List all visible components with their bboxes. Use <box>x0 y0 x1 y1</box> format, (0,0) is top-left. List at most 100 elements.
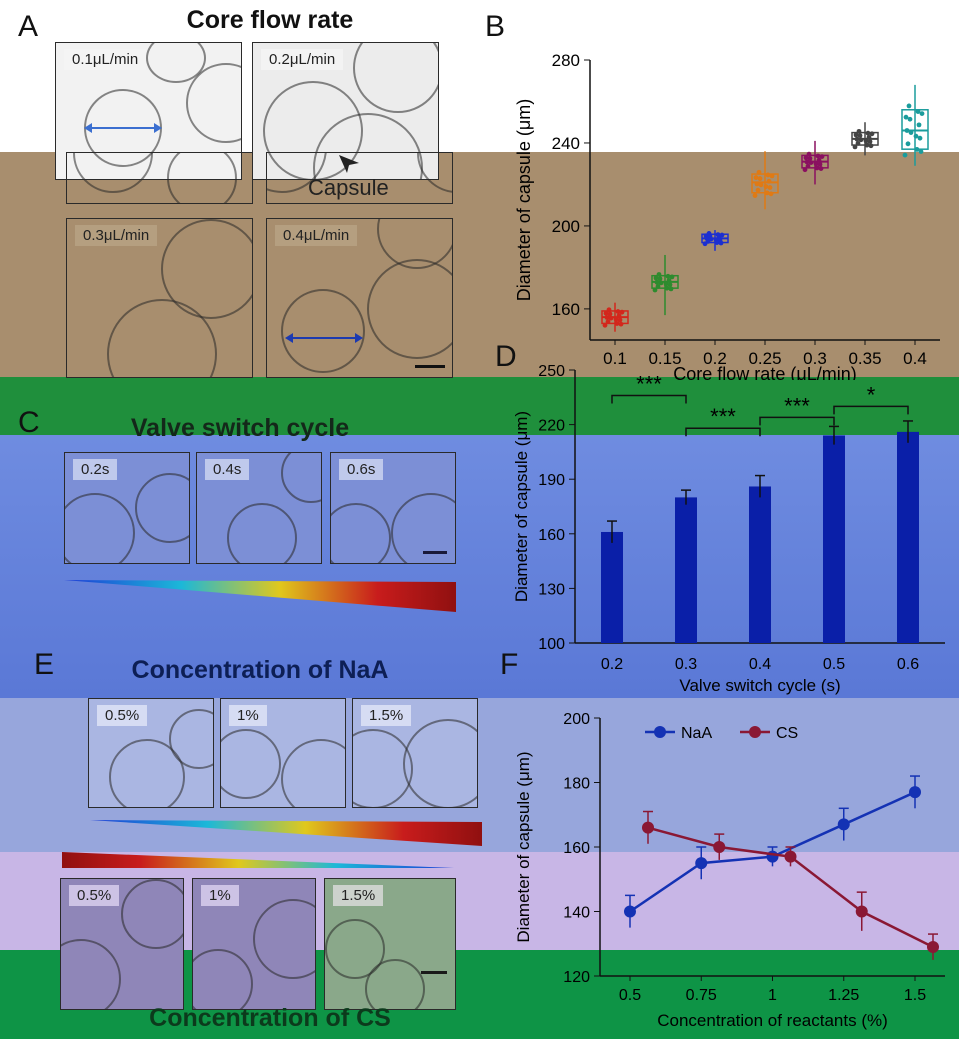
scatter-point <box>613 316 619 322</box>
chart-f: 120 140 160 180 200 0.5 0.75 1 1.25 1.5 NaA CS Diame… <box>514 711 945 1030</box>
scatter-point <box>719 232 725 238</box>
scatter-point <box>658 280 664 286</box>
scatter-point <box>708 236 714 242</box>
data-point <box>695 857 708 870</box>
x-tick-label: 0.35 <box>848 349 881 368</box>
scatter-point <box>818 166 824 171</box>
capsule-circle <box>253 899 315 979</box>
scatter-point <box>615 309 621 314</box>
scatter-point <box>668 286 674 292</box>
diameter-arrow <box>285 333 363 343</box>
series-line <box>647 826 934 949</box>
scatter-point <box>907 116 913 122</box>
scatter-point <box>606 307 612 313</box>
scatter-point <box>802 167 808 173</box>
x-axis-label: Concentration of reactants (%) <box>657 1011 888 1030</box>
scatter-point <box>906 103 912 109</box>
scatter-point <box>864 142 870 148</box>
x-tick-label: 0.1 <box>603 349 627 368</box>
capsule-circle <box>417 153 452 193</box>
scatter-point <box>604 315 610 320</box>
x-tick-label: 0.4 <box>903 349 927 368</box>
capsule-annotation: Capsule <box>308 175 389 200</box>
capsule-circle <box>121 879 183 949</box>
data-point <box>837 818 850 831</box>
tile-e-top-1: 0.5% <box>88 698 214 808</box>
scatter-point <box>808 160 814 166</box>
scatter-point <box>605 319 611 325</box>
scatter-point <box>854 136 860 142</box>
scatter-point <box>752 193 758 198</box>
tile-e-top-3: 1.5% <box>352 698 478 808</box>
capsule-circle <box>365 959 425 1009</box>
y-tick-label: 200 <box>552 217 580 236</box>
tile-c-2: 0.4s <box>196 452 322 564</box>
scale-bar <box>423 551 447 554</box>
x-tick-label: 1.25 <box>828 987 859 1004</box>
x-axis-label: Core flow rate (μL/min) <box>673 364 856 380</box>
chart-b: 160 200 240 280 0.1 0.15 0.2 0.25 0.3 0.35 0.4 Diam… <box>514 51 940 380</box>
bar <box>823 435 845 643</box>
scatter-point <box>618 321 624 327</box>
tile-label: 0.4μL/min <box>275 225 358 246</box>
scatter-point <box>917 135 923 141</box>
x-tick-label: 0.3 <box>675 656 697 673</box>
scatter-point <box>666 278 672 283</box>
scatter-point <box>669 274 675 280</box>
tile-label: 0.5% <box>69 885 120 906</box>
x-tick-label: 0.15 <box>648 349 681 368</box>
scatter-point <box>653 275 659 281</box>
scatter-point <box>765 172 771 178</box>
scatter-point <box>869 131 875 137</box>
tile-c-1: 0.2s <box>64 452 190 564</box>
scatter-point <box>865 130 871 136</box>
y-axis-label: Diameter of capsule (μm) <box>514 99 534 301</box>
x-tick-label: 0.2 <box>601 656 623 673</box>
scatter-point <box>764 190 770 196</box>
scatter-point <box>753 175 759 180</box>
gradient-wedge-naa <box>90 820 482 846</box>
x-tick-label: 0.5 <box>823 656 845 673</box>
scatter-point <box>758 182 764 188</box>
scatter-point <box>817 161 823 167</box>
capsule-circle <box>135 473 189 543</box>
capsule-circle <box>161 219 252 319</box>
x-tick-label: 0.4 <box>749 656 771 673</box>
capsule-circle <box>325 919 385 979</box>
bar <box>601 531 623 643</box>
legend-label: CS <box>776 725 798 742</box>
panel-letter-e: E <box>34 648 55 681</box>
scatter-point <box>902 152 908 158</box>
significance-bracket <box>685 427 761 437</box>
scatter-point <box>916 122 922 128</box>
scatter-point <box>857 133 863 138</box>
scatter-point <box>767 185 773 190</box>
tile-a-4: 0.4μL/min <box>266 218 453 378</box>
scatter-point <box>652 287 658 293</box>
scatter-point <box>852 144 858 150</box>
capsule-circle <box>73 153 153 193</box>
panel-letter-a: A <box>18 10 39 43</box>
panel-e-title-top: Concentration of NaA <box>131 656 389 684</box>
scatter-point <box>608 315 614 321</box>
scatter-point <box>866 134 872 140</box>
scatter-point <box>602 322 608 328</box>
tile-e-top-2: 1% <box>220 698 346 808</box>
tile-e-bottom-2: 1% <box>192 878 316 1010</box>
tile-label: 1% <box>229 705 267 726</box>
scatter-point <box>718 240 724 246</box>
tile-label: 0.2μL/min <box>261 49 344 70</box>
y-tick-label: 190 <box>538 472 565 489</box>
panel-c-title: Valve switch cycle <box>130 414 350 442</box>
scatter-point <box>769 173 775 179</box>
scatter-point <box>868 143 874 149</box>
data-point <box>855 905 868 918</box>
capsule-circle <box>281 739 345 807</box>
significance-label: *** <box>710 404 736 429</box>
scatter-point <box>616 313 622 319</box>
x-tick-label: 0.5 <box>619 987 641 1004</box>
tile-a-2-lower <box>266 152 453 204</box>
scatter-point <box>813 161 819 167</box>
x-tick-label: 1 <box>768 987 777 1004</box>
scatter-point <box>913 133 919 139</box>
